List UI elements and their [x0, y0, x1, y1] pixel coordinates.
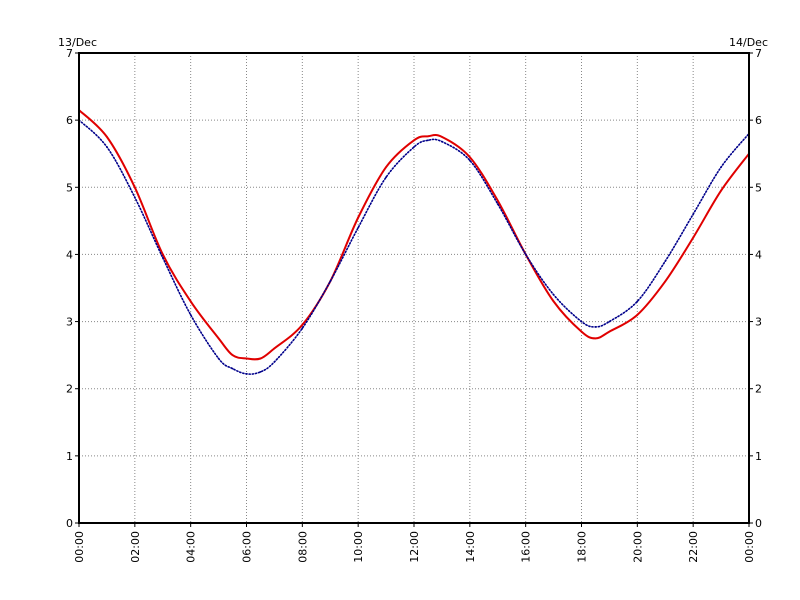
data-point-red	[720, 189, 722, 192]
data-point-blue	[106, 146, 108, 148]
data-point-red	[133, 186, 136, 189]
y-tick-label-left: 1	[66, 450, 73, 463]
data-point-blue	[636, 300, 639, 303]
data-point-blue	[468, 159, 471, 162]
data-point-red	[664, 280, 667, 283]
x-tick-label: 04:00	[185, 531, 198, 563]
y-tick-label-left: 6	[66, 114, 73, 127]
y-tick-label-left: 3	[66, 316, 73, 329]
data-point-blue	[301, 327, 304, 330]
data-point-red	[189, 300, 192, 303]
data-point-blue	[524, 253, 527, 256]
data-point-red	[106, 136, 108, 138]
y-tick-label-left: 2	[66, 383, 73, 396]
data-point-blue	[580, 320, 583, 323]
x-tick-label: 22:00	[687, 531, 700, 563]
data-point-blue	[608, 320, 611, 323]
x-tick-label: 14:00	[464, 531, 477, 563]
left-date-label: 13/Dec	[58, 36, 97, 49]
data-point-blue	[427, 139, 429, 142]
data-point-blue	[217, 357, 220, 360]
data-point-red	[496, 199, 499, 202]
data-point-blue	[441, 140, 443, 143]
data-point-red	[441, 136, 443, 138]
data-point-blue	[189, 314, 192, 316]
y-tick-label-right: 2	[755, 383, 762, 396]
data-point-red	[385, 166, 387, 169]
x-tick-label: 02:00	[129, 531, 142, 563]
data-point-red	[357, 216, 360, 219]
y-tick-label-right: 1	[755, 450, 762, 463]
x-tick-label: 00:00	[73, 531, 86, 563]
y-tick-label-left: 7	[66, 47, 73, 60]
data-point-red	[594, 337, 597, 340]
y-tick-label-right: 7	[755, 47, 762, 60]
data-point-red	[217, 337, 220, 340]
data-point-red	[692, 236, 695, 239]
data-point-blue	[692, 213, 695, 216]
data-point-blue	[245, 373, 248, 375]
data-point-red	[273, 347, 276, 350]
y-tick-label-right: 6	[755, 114, 762, 127]
data-point-blue	[552, 293, 555, 296]
data-point-blue	[594, 326, 597, 328]
data-point-red	[636, 314, 639, 316]
x-tick-label: 20:00	[631, 531, 644, 563]
data-point-red	[468, 156, 471, 159]
data-point-blue	[413, 146, 415, 148]
data-point-blue	[496, 203, 499, 206]
ticks: 00:00 02:00 04:00 06:00 08:00 10:00 12:00 14:00…	[66, 47, 762, 563]
data-point-blue	[133, 196, 136, 199]
series-group	[78, 109, 750, 375]
data-point-red	[608, 330, 611, 333]
data-point-red	[245, 357, 248, 360]
data-point-blue	[357, 226, 360, 229]
data-point-blue	[329, 280, 332, 283]
y-tick-label-right: 5	[755, 181, 762, 194]
data-point-red	[301, 324, 304, 326]
data-point-red	[161, 253, 164, 256]
y-tick-label-right: 3	[755, 316, 762, 329]
x-tick-label: 08:00	[296, 531, 309, 563]
right-date-label: 14/Dec	[729, 36, 768, 49]
data-point-red	[259, 357, 262, 360]
data-point-red	[427, 135, 429, 138]
y-tick-label-right: 4	[755, 248, 762, 261]
grid	[79, 53, 749, 523]
x-tick-label: 06:00	[241, 531, 254, 563]
data-point-blue	[664, 260, 667, 262]
x-tick-label: 16:00	[520, 531, 533, 563]
y-tick-label-left: 0	[66, 517, 73, 530]
y-tick-label-right: 0	[755, 517, 762, 530]
data-point-red	[552, 300, 555, 303]
data-point-blue	[259, 371, 262, 373]
x-tick-label: 18:00	[576, 531, 589, 563]
x-tick-label: 00:00	[743, 531, 756, 563]
x-tick-label: 12:00	[408, 531, 421, 563]
y-tick-label-left: 5	[66, 181, 73, 194]
y-tick-label-left: 4	[66, 248, 73, 261]
data-point-blue	[231, 367, 234, 370]
data-point-blue	[385, 176, 387, 179]
data-point-red	[580, 330, 583, 333]
x-tick-label: 10:00	[352, 531, 365, 563]
data-point-blue	[161, 256, 164, 259]
data-point-red	[413, 139, 415, 142]
data-point-blue	[273, 361, 276, 363]
data-point-red	[231, 354, 234, 356]
data-point-blue	[720, 166, 722, 169]
